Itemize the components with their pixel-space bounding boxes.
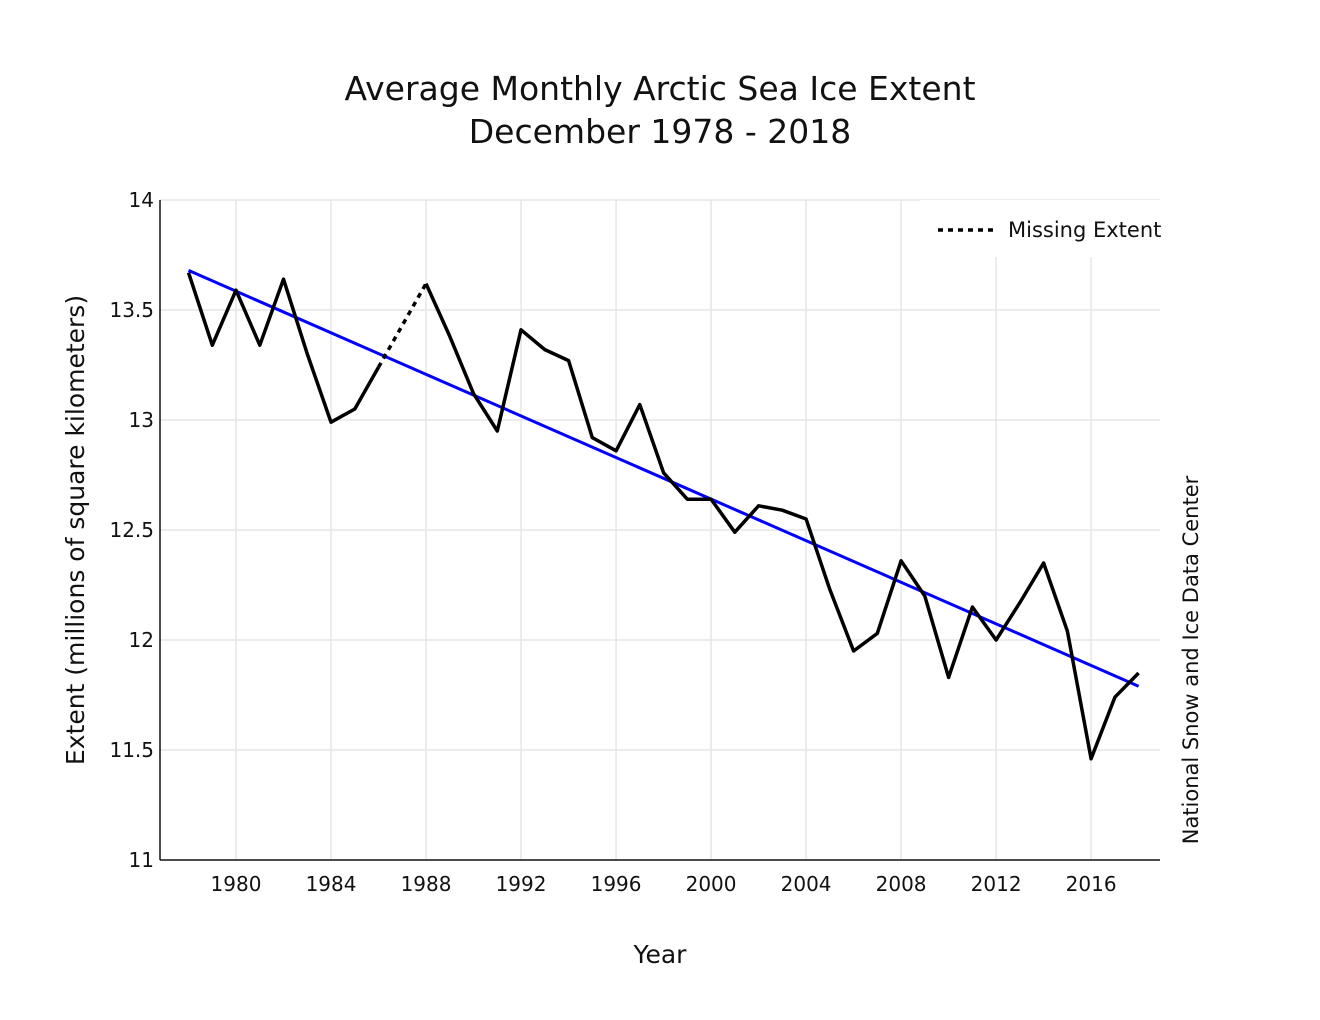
- y-tick-label: 11: [129, 848, 154, 872]
- legend-label-missing-extent: Missing Extent: [1008, 218, 1161, 242]
- y-tick-label: 12.5: [109, 518, 154, 542]
- y-tick-label: 11.5: [109, 738, 154, 762]
- x-tick-labels: 1980 1984 1988 1992 1996 2000 2004 2008 2012 2016: [211, 872, 1117, 896]
- x-tick-label: 2008: [876, 872, 927, 896]
- legend: Missing Extent: [938, 218, 1161, 242]
- x-tick-label: 1996: [591, 872, 642, 896]
- x-tick-label: 1984: [306, 872, 357, 896]
- chart-title: Average Monthly Arctic Sea Ice Extent: [344, 69, 975, 108]
- x-tick-label: 1980: [211, 872, 262, 896]
- y-tick-label: 13: [129, 408, 154, 432]
- series-layer: [186, 269, 1140, 761]
- x-tick-label: 2000: [686, 872, 737, 896]
- missing-extent-line: [376, 282, 428, 369]
- chart-subtitle: December 1978 - 2018: [469, 112, 851, 151]
- credit-label: National Snow and Ice Data Center: [1179, 475, 1203, 844]
- y-tick-labels: 11 11.5 12 12.5 13 13.5 14: [109, 188, 154, 872]
- x-axis-title: Year: [633, 940, 688, 969]
- y-tick-label: 12: [129, 628, 154, 652]
- extent-line: [186, 272, 381, 424]
- x-tick-label: 1992: [496, 872, 547, 896]
- x-tick-label: 2004: [781, 872, 832, 896]
- y-axis-title: Extent (millions of square kilometers): [61, 295, 90, 765]
- x-tick-label: 2012: [971, 872, 1022, 896]
- x-tick-label: 2016: [1066, 872, 1117, 896]
- y-tick-label: 13.5: [109, 298, 154, 322]
- y-gridlines: [160, 199, 1160, 751]
- extent-line: [424, 282, 1140, 761]
- y-tick-label: 14: [129, 188, 154, 212]
- x-tick-label: 1988: [401, 872, 452, 896]
